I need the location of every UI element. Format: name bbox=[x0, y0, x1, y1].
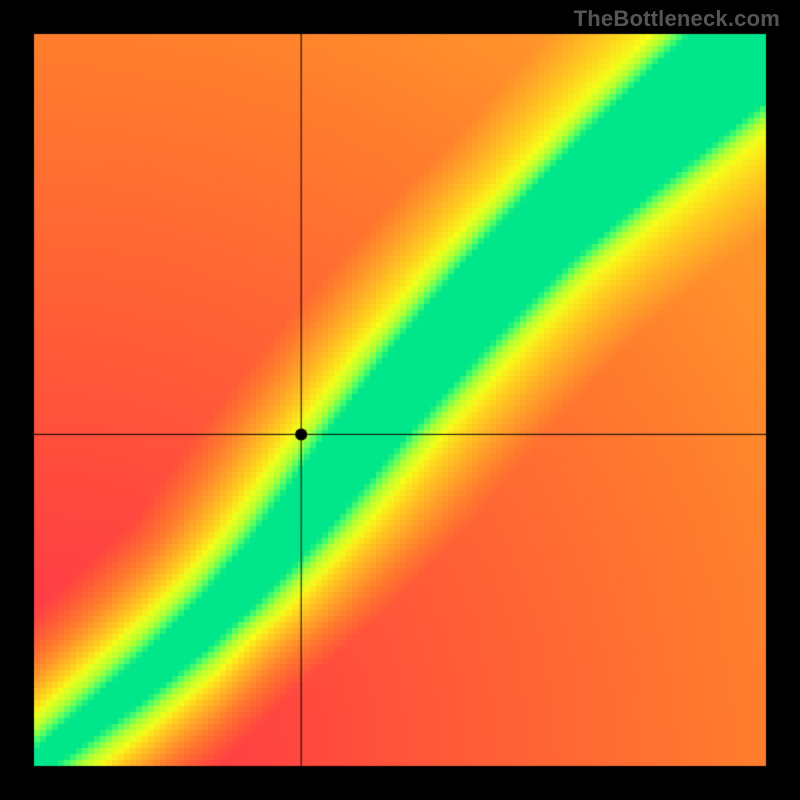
watermark-text: TheBottleneck.com bbox=[574, 6, 780, 32]
heatmap-canvas bbox=[0, 0, 800, 800]
bottleneck-heatmap-container: TheBottleneck.com bbox=[0, 0, 800, 800]
